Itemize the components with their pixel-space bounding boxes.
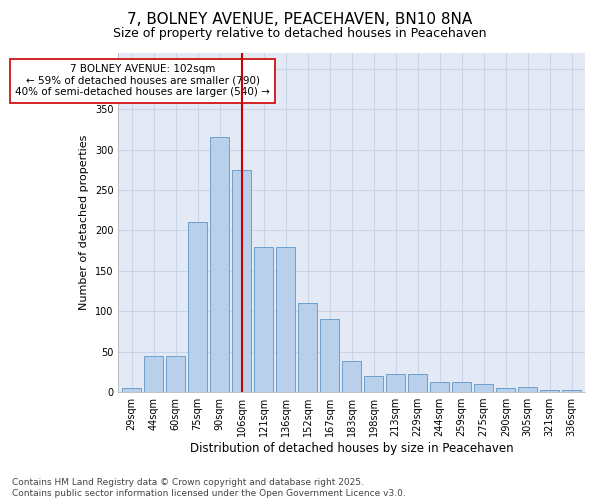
Bar — [144, 356, 163, 392]
Bar — [475, 384, 493, 392]
Bar — [562, 390, 581, 392]
Bar — [166, 356, 185, 392]
Bar — [496, 388, 515, 392]
Bar — [364, 376, 383, 392]
Bar — [518, 387, 537, 392]
Bar — [210, 138, 229, 392]
Bar — [409, 374, 427, 392]
Bar — [342, 362, 361, 392]
Bar — [452, 382, 471, 392]
X-axis label: Distribution of detached houses by size in Peacehaven: Distribution of detached houses by size … — [190, 442, 514, 455]
Bar — [541, 390, 559, 392]
Bar — [254, 246, 273, 392]
Bar — [298, 303, 317, 392]
Bar — [232, 170, 251, 392]
Bar — [386, 374, 405, 392]
Bar — [320, 320, 339, 392]
Bar — [188, 222, 207, 392]
Bar — [122, 388, 141, 392]
Text: 7 BOLNEY AVENUE: 102sqm
← 59% of detached houses are smaller (790)
40% of semi-d: 7 BOLNEY AVENUE: 102sqm ← 59% of detache… — [15, 64, 270, 98]
Text: Contains HM Land Registry data © Crown copyright and database right 2025.
Contai: Contains HM Land Registry data © Crown c… — [12, 478, 406, 498]
Y-axis label: Number of detached properties: Number of detached properties — [79, 134, 89, 310]
Text: Size of property relative to detached houses in Peacehaven: Size of property relative to detached ho… — [113, 28, 487, 40]
Bar — [430, 382, 449, 392]
Bar — [276, 246, 295, 392]
Text: 7, BOLNEY AVENUE, PEACEHAVEN, BN10 8NA: 7, BOLNEY AVENUE, PEACEHAVEN, BN10 8NA — [127, 12, 473, 28]
